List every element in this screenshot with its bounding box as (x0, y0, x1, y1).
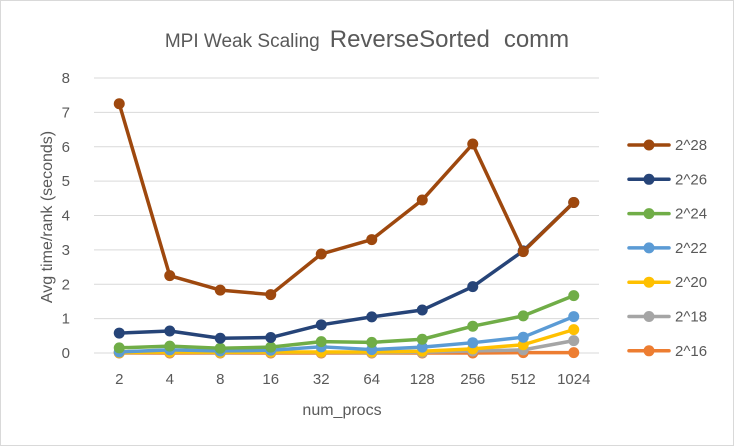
data-point (518, 332, 529, 343)
x-axis-ticks: 2 4 8 16 32 64 128 256 512 1024 (115, 371, 590, 388)
chart-title-part-1: MPI Weak Scaling (165, 31, 320, 52)
data-point (366, 234, 377, 245)
y-tick-label: 4 (62, 208, 70, 225)
data-point (467, 139, 478, 150)
data-point (568, 197, 579, 208)
y-tick-label: 7 (62, 104, 70, 121)
x-tick-label: 2 (115, 371, 123, 388)
legend-label: 2^16 (675, 343, 707, 360)
legend-swatch-marker (644, 345, 655, 356)
data-point (568, 290, 579, 301)
data-point (164, 326, 175, 337)
legend-item: 2^18 (629, 309, 707, 326)
legend-label: 2^24 (675, 206, 707, 223)
data-point (316, 319, 327, 330)
data-point (265, 289, 276, 300)
y-axis-ticks: 0 1 2 3 4 5 6 7 8 (62, 70, 70, 362)
data-point (215, 343, 226, 354)
y-tick-label: 3 (62, 242, 70, 259)
legend-item: 2^16 (629, 343, 707, 360)
data-point (467, 321, 478, 332)
legend-swatch-marker (644, 174, 655, 185)
data-point (417, 334, 428, 345)
data-point (265, 342, 276, 353)
data-point (568, 347, 579, 358)
x-tick-label: 64 (363, 371, 380, 388)
data-point (114, 328, 125, 339)
legend-label: 2^26 (675, 171, 707, 188)
series-2-pow-28 (114, 98, 580, 300)
data-point (114, 342, 125, 353)
data-point (215, 333, 226, 344)
data-point (114, 98, 125, 109)
y-axis-title: Avg time/rank (seconds) (39, 131, 56, 303)
data-point (366, 311, 377, 322)
chart-title-part-2: ReverseSorted (330, 26, 490, 53)
data-point (265, 332, 276, 343)
data-point (164, 341, 175, 352)
data-point (518, 310, 529, 321)
y-tick-label: 5 (62, 173, 70, 190)
y-tick-label: 6 (62, 139, 70, 156)
data-point (164, 270, 175, 281)
x-axis-title: num_procs (302, 402, 381, 419)
data-point (417, 195, 428, 206)
x-tick-label: 32 (313, 371, 330, 388)
legend-swatch-marker (644, 277, 655, 288)
data-point (467, 281, 478, 292)
legend-swatch-marker (644, 311, 655, 322)
data-point (215, 285, 226, 296)
legend-label: 2^18 (675, 309, 707, 326)
y-tick-label: 2 (62, 276, 70, 293)
legend-item: 2^26 (629, 171, 707, 188)
data-point (417, 305, 428, 316)
legend-swatch-marker (644, 242, 655, 253)
legend-item: 2^28 (629, 137, 707, 154)
chart-title-part-3: comm (504, 26, 569, 53)
legend-label: 2^20 (675, 274, 707, 291)
legend-swatch-marker (644, 208, 655, 219)
legend-item: 2^20 (629, 274, 707, 291)
data-point (518, 246, 529, 257)
data-point (316, 336, 327, 347)
legend-swatch-marker (644, 140, 655, 151)
x-tick-label: 4 (166, 371, 174, 388)
y-tick-label: 1 (62, 311, 70, 328)
y-tick-label: 0 (62, 345, 70, 362)
legend-item: 2^22 (629, 240, 707, 257)
series-layer (114, 98, 580, 358)
data-point (568, 324, 579, 335)
legend: 2^28 2^26 2^24 2^22 2^20 2^18 2^16 (629, 137, 707, 360)
data-point (366, 337, 377, 348)
legend-label: 2^22 (675, 240, 707, 257)
data-point (568, 311, 579, 322)
legend-item: 2^24 (629, 206, 707, 223)
x-tick-label: 256 (460, 371, 485, 388)
x-tick-label: 8 (216, 371, 224, 388)
legend-label: 2^28 (675, 137, 707, 154)
x-tick-label: 16 (262, 371, 279, 388)
data-point (467, 337, 478, 348)
x-tick-label: 1024 (557, 371, 590, 388)
data-point (568, 335, 579, 346)
y-tick-label: 8 (62, 70, 70, 87)
data-point (316, 249, 327, 260)
series-line (119, 104, 574, 295)
x-tick-label: 128 (410, 371, 435, 388)
x-tick-label: 512 (511, 371, 536, 388)
chart-title: MPI Weak Scaling ReverseSorted comm (165, 26, 569, 53)
